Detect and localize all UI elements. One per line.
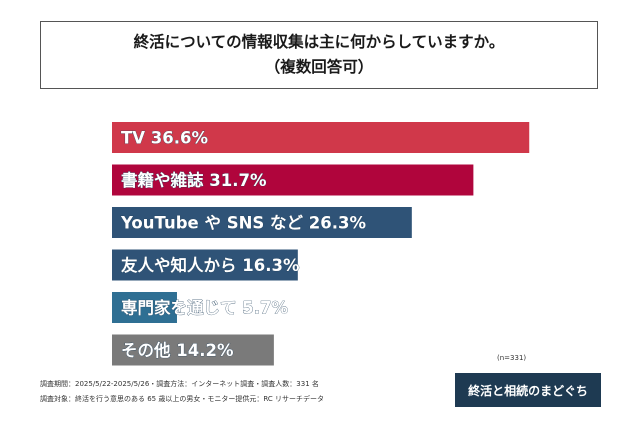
bar-5 bbox=[112, 334, 274, 366]
bar-label-4: 専門家を通じて 5.7% bbox=[121, 298, 288, 318]
bar-1 bbox=[112, 164, 474, 196]
bar-3 bbox=[112, 249, 298, 281]
sample-size-note: (n=331) bbox=[497, 354, 527, 362]
chart-subtitle: （複数回答可） bbox=[264, 58, 374, 76]
bar-0 bbox=[112, 122, 530, 153]
bar-label-3: 友人や知人から 16.3% bbox=[121, 255, 300, 275]
bar-4 bbox=[112, 292, 177, 323]
bar-label-2: YouTube や SNS など 26.3% bbox=[120, 214, 366, 233]
survey-period-note: 調査期間：2025/5/22-2025/5/26・調査方法：インターネット調査・… bbox=[40, 380, 319, 388]
brand-logo: 終活と相続のまどぐち bbox=[455, 373, 601, 407]
bar-label-0: TV 36.6% bbox=[121, 129, 208, 148]
bar-label-5: その他 14.2% bbox=[121, 340, 234, 360]
bar-label-1: 書籍や雑誌 31.7% bbox=[121, 170, 267, 190]
title-box: 終活についての情報収集は主に何からしていますか。 （複数回答可） bbox=[40, 21, 598, 89]
bar-2 bbox=[112, 207, 412, 238]
survey-target-note: 調査対象：終活を行う意思のある 65 歳以上の男女・モニター提供元：RC リサー… bbox=[40, 395, 324, 403]
chart-title: 終活についての情報収集は主に何からしていますか。 bbox=[133, 33, 505, 51]
